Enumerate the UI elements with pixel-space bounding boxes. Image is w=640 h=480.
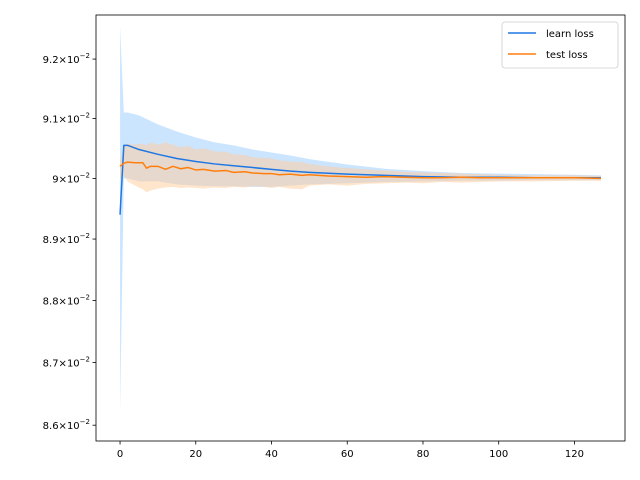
plot-frame — [95, 14, 626, 442]
y-tick-label: 8.7×10−2 — [43, 355, 90, 369]
y-tick-label: 9.2×10−2 — [43, 52, 90, 66]
y-tick-label: 8.8×10−2 — [43, 293, 90, 307]
band-test-loss — [120, 142, 601, 193]
x-tick-label: 0 — [117, 449, 123, 460]
uncertainty-bands — [120, 26, 601, 413]
x-tick-label: 20 — [189, 449, 202, 460]
legend-label-learn-loss: learn loss — [546, 29, 594, 40]
legend-label-test-loss: test loss — [546, 50, 588, 61]
x-tick-label: 120 — [565, 449, 584, 460]
x-tick-label: 100 — [489, 449, 508, 460]
x-tick-label: 60 — [341, 449, 354, 460]
y-tick-label: 9.1×10−2 — [43, 111, 90, 125]
axes: 0 20 40 60 80 100 120 8.6×10−2 8.7×10−2 8.8×10−2 8… — [43, 14, 626, 460]
series-line-test-loss — [119, 161, 601, 180]
y-tick-label: 9×10−2 — [52, 171, 90, 185]
series-lines — [119, 144, 601, 215]
x-tick-label: 80 — [417, 449, 430, 460]
legend: learn loss test loss — [501, 21, 619, 69]
y-tick-label: 8.6×10−2 — [43, 418, 90, 432]
x-tick-label: 40 — [265, 449, 278, 460]
y-tick-label: 8.9×10−2 — [43, 232, 90, 246]
